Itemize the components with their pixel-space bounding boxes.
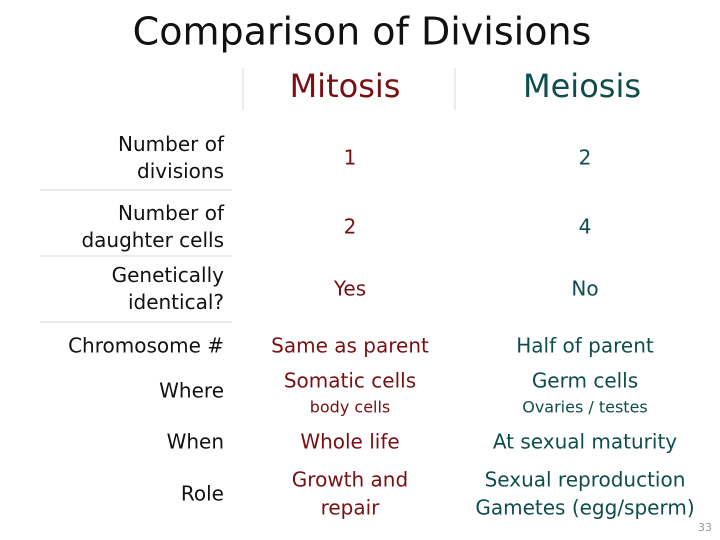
cell-text: 2 xyxy=(344,215,357,239)
row-label: Where xyxy=(159,379,224,403)
row-label: Number of xyxy=(118,132,225,156)
row-label: Chromosome # xyxy=(68,334,224,358)
row-label: Genetically xyxy=(112,263,225,287)
cell-note: Ovaries / testes xyxy=(522,398,648,417)
row-label: Role xyxy=(181,482,224,506)
column-header: Mitosis xyxy=(290,67,401,105)
cell-text: Whole life xyxy=(300,430,399,454)
cell-text: Sexual reproduction xyxy=(485,468,686,492)
column-header: Meiosis xyxy=(523,67,641,105)
cell-text: Half of parent xyxy=(516,334,654,358)
cell-text: Germ cells xyxy=(532,369,638,393)
row-label: daughter cells xyxy=(81,228,224,252)
slide-title: Comparison of Divisions xyxy=(133,10,592,54)
row-label: divisions xyxy=(137,159,224,183)
cell-text: Gametes (egg/sperm) xyxy=(475,496,694,520)
cell-text: Growth and xyxy=(292,468,408,492)
row-label: Number of xyxy=(118,201,225,225)
row-label: identical? xyxy=(128,290,224,314)
cell-text: No xyxy=(571,277,598,301)
cell-text: At sexual maturity xyxy=(493,430,677,454)
cell-text: 2 xyxy=(579,146,592,170)
cell-text: 4 xyxy=(579,215,592,239)
cell-text: Yes xyxy=(333,277,366,301)
cell-text: 1 xyxy=(344,146,357,170)
page-number: 33 xyxy=(698,521,712,534)
cell-text: Same as parent xyxy=(271,334,429,358)
cell-note: body cells xyxy=(310,398,391,417)
cell-text: Somatic cells xyxy=(284,369,416,393)
row-label: When xyxy=(167,430,224,454)
cell-text: repair xyxy=(321,496,381,520)
table-body: Number of divisions 1 2 Number of daughter ce… xyxy=(68,132,695,520)
